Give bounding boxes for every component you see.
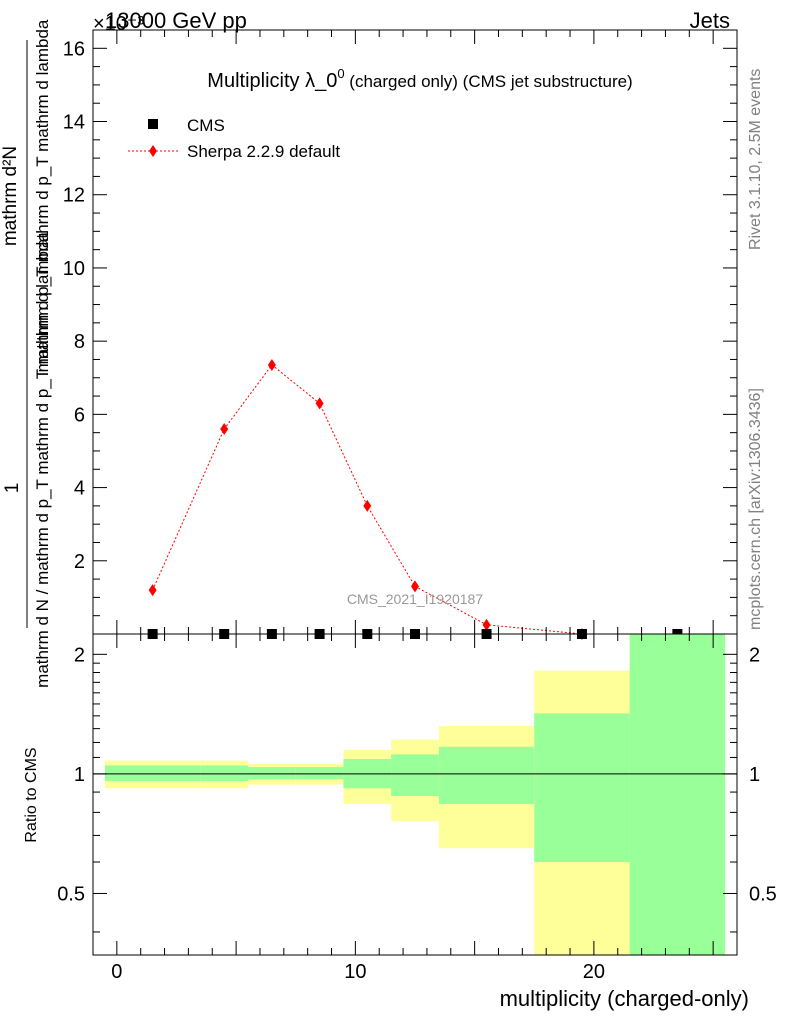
legend-sherpa-label: Sherpa 2.2.9 default (187, 142, 340, 161)
sherpa-point (267, 358, 276, 371)
sherpa-point (411, 580, 419, 593)
x-tick-label: 20 (583, 961, 605, 983)
legend-cms-marker (148, 119, 158, 129)
x-axis-title: multiplicity (charged-only) (500, 986, 749, 1011)
sherpa-point (220, 423, 229, 436)
legend: CMS Sherpa 2.2.9 default (128, 116, 340, 161)
y-tick-label: 10 (63, 258, 85, 280)
energy-label: 13000 GeV pp (105, 8, 247, 33)
ratio-y-tick-label: 0.5 (57, 883, 85, 905)
sherpa-line (152, 364, 583, 635)
y-multiplier: ×10⁻³ (93, 13, 144, 35)
y-tick-label: 6 (74, 404, 85, 426)
ratio-band-inner (248, 767, 296, 780)
y-tick-label: 8 (74, 331, 85, 353)
ratio-y-title: Ratio to CMS (23, 747, 40, 842)
ratio-plot-frame (92, 633, 738, 956)
y-title-outer-denominator: mathrm d p_T mathrm d p_T mathrm d lambd… (33, 19, 52, 372)
legend-cms-label: CMS (187, 116, 225, 135)
ratio-y-tick-label: 2 (74, 644, 85, 666)
y-title-outer-numerator: mathrm d²N (0, 146, 21, 246)
ratio-y-tick-label: 1 (74, 764, 85, 786)
mcplots-label: mcplots.cern.ch [arXiv:1306.3436] (747, 388, 764, 630)
ratio-y-tick-label-right: 1 (749, 764, 760, 786)
x-tick-label: 0 (111, 961, 122, 983)
y-tick-label: 14 (63, 112, 85, 134)
sherpa-point (363, 499, 372, 512)
plot-title: Multiplicity λ_00 (charged only) (CMS je… (207, 66, 632, 92)
x-tick-label: 10 (344, 961, 366, 983)
y-title-denominator: mathrm d N / mathrm d p_T mathrm d p_T m… (33, 232, 52, 688)
ratio-y-tick-label-right: 2 (749, 644, 760, 666)
ratio-band-inner (104, 765, 201, 781)
y-tick-label: 12 (63, 185, 85, 207)
legend-sherpa-marker (149, 145, 157, 157)
ratio-band-inner (391, 754, 439, 796)
y-tick-label: 2 (74, 551, 85, 573)
rivet-label: Rivet 3.1.10, 2.5M events (747, 69, 764, 250)
ratio-plot-ticks: 0.5 0.51 12 20 10 20 (57, 634, 777, 983)
ratio-band-inner (629, 634, 726, 955)
ratio-band-inner (438, 746, 535, 804)
y-tick-label: 4 (74, 478, 85, 500)
main-y-axis-title: 1 mathrm d²N mathrm d p_T mathrm d p_T m… (0, 19, 52, 688)
ratio-y-tick-label-right: 0.5 (749, 883, 777, 905)
ratio-plot: 0.5 0.51 12 20 10 20 Ratio to CMS multiplicit… (23, 633, 777, 1011)
sherpa-point (148, 584, 157, 597)
y-tick-label: 16 (63, 38, 85, 60)
sherpa-point (315, 397, 324, 410)
ratio-band-inner (534, 713, 630, 863)
sherpa-point (482, 618, 491, 631)
ratio-bands (104, 634, 726, 955)
jets-label: Jets (690, 8, 730, 33)
main-plot-ticks: 2 4 6 8 10 12 14 16 (63, 29, 738, 635)
ratio-band-inner (200, 765, 249, 781)
y-title-prefix: 1 (2, 483, 23, 494)
ratio-band-inner (295, 767, 344, 780)
analysis-watermark: CMS_2021_I1920187 (347, 591, 483, 607)
